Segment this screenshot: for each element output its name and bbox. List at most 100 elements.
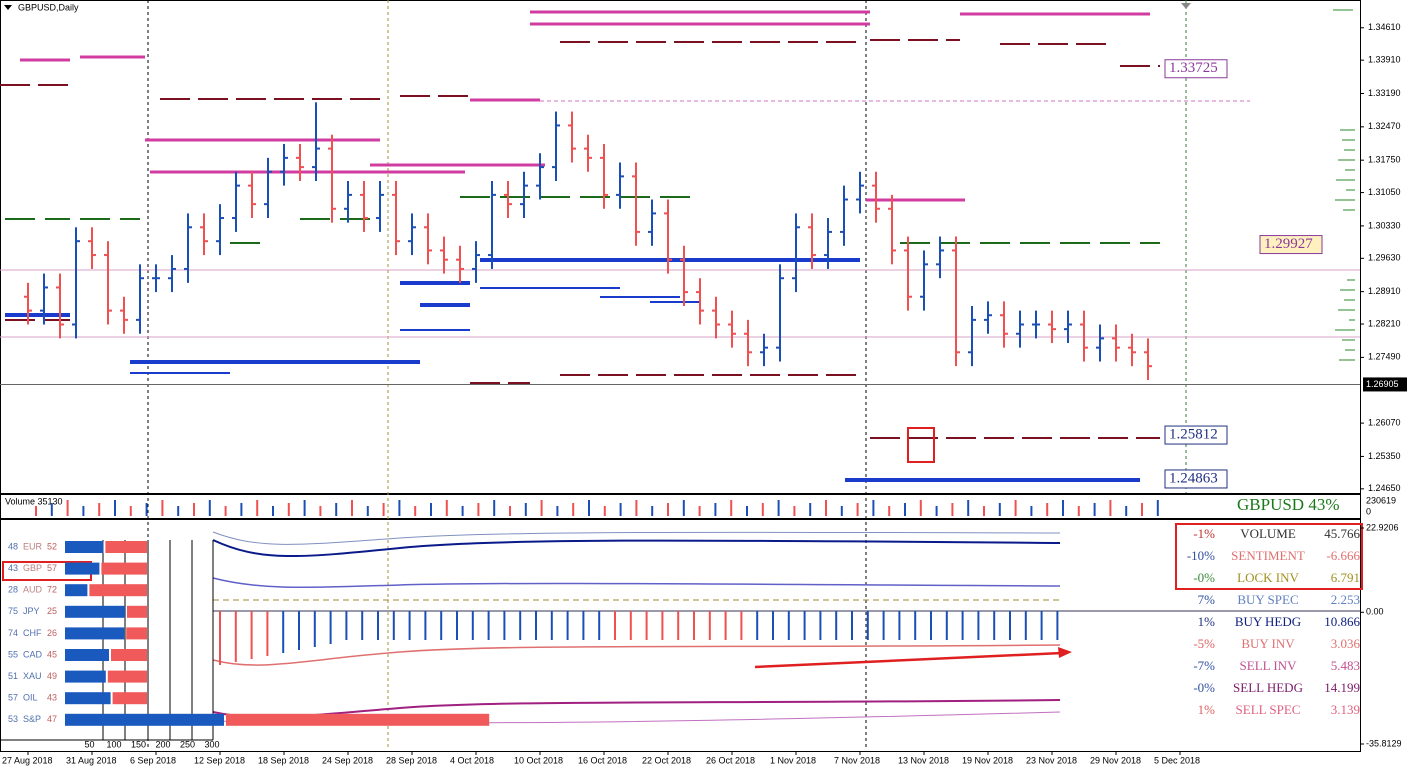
price-tick-label: 1.30330: [1368, 220, 1401, 230]
table-value: 3.139: [1331, 702, 1360, 717]
strength-right: 57: [47, 563, 57, 573]
depth-ticks: [1333, 9, 1355, 361]
table-name: VOLUME: [1240, 526, 1296, 541]
scale-tick-label: 250: [180, 739, 195, 749]
window-title: GBPUSD,Daily: [18, 2, 79, 12]
level-label: 1.25812: [1169, 426, 1218, 442]
table-name: LOCK INV: [1237, 570, 1299, 585]
table-name: BUY INV: [1241, 636, 1295, 651]
date-label: 23 Nov 2018: [1026, 755, 1077, 765]
indicator-tick-label: -35.8129: [1366, 738, 1402, 748]
date-label: 27 Aug 2018: [2, 755, 53, 765]
table-value: 3.036: [1331, 636, 1361, 651]
strength-left: 57: [8, 693, 18, 703]
date-label: 22 Oct 2018: [642, 755, 691, 765]
strength-sell: [89, 584, 147, 597]
volume-histogram: [35, 500, 1159, 516]
strength-name: EUR: [23, 541, 43, 551]
table-value: 45.766: [1324, 526, 1360, 541]
table-percent: -10%: [1187, 548, 1215, 563]
strength-buy: [65, 605, 125, 618]
strength-right: 26: [47, 628, 57, 638]
level-box: [1164, 59, 1228, 79]
strength-sell: [127, 605, 147, 618]
strength-sell: [105, 541, 147, 553]
symbol-strength: GBPUSD 43%: [1237, 495, 1340, 514]
strength-left: 75: [8, 606, 18, 616]
strength-sell: [107, 670, 147, 683]
indicator-tick-label: 22.9206: [1366, 522, 1399, 532]
table-percent: -7%: [1193, 658, 1215, 673]
indicator-frame: [0, 519, 1361, 752]
strength-left: 28: [8, 585, 18, 595]
strength-buy: [65, 627, 125, 640]
main-frame: [0, 0, 1361, 494]
price-tick-label: 1.24650: [1368, 483, 1401, 493]
table-name: SENTIMENT: [1231, 548, 1305, 563]
price-tick-label: 1.31050: [1368, 187, 1401, 197]
level-label: 1.33725: [1169, 60, 1218, 76]
price-tick-label: 1.29630: [1368, 253, 1401, 263]
date-label: 16 Oct 2018: [578, 755, 627, 765]
price-tick-label: 1.26070: [1368, 417, 1401, 427]
strength-buy: [65, 670, 106, 683]
scale-tick-label: 50: [84, 739, 94, 749]
strength-left: 48: [8, 541, 18, 551]
volume-max: 230619: [1366, 495, 1396, 505]
date-label: 5 Dec 2018: [1154, 755, 1200, 765]
strength-left: 53: [8, 714, 18, 724]
price-tick-label: 1.33190: [1368, 88, 1401, 98]
date-label: 31 Aug 2018: [66, 755, 117, 765]
highlight-box: [1175, 523, 1363, 590]
table-value: -6.666: [1326, 548, 1360, 563]
scale-tick-label: 100: [106, 739, 121, 749]
strength-right: 45: [47, 649, 57, 659]
strength-left: 55: [8, 649, 18, 659]
strength-buy: [65, 713, 224, 726]
strength-sell: [111, 649, 147, 661]
strength-left: 51: [8, 671, 18, 681]
price-tick-label: 1.28210: [1368, 318, 1401, 328]
strength-sell: [226, 713, 490, 726]
strength-name: AUD: [23, 585, 43, 595]
volume-min: 0: [1366, 506, 1371, 516]
level-label: 1.24863: [1169, 470, 1218, 486]
price-tick-label: 1.33910: [1368, 55, 1401, 65]
date-label: 19 Nov 2018: [962, 755, 1013, 765]
date-label: 13 Nov 2018: [898, 755, 949, 765]
table-value: 14.199: [1324, 680, 1360, 695]
date-label: 10 Oct 2018: [514, 755, 563, 765]
strength-name: CAD: [23, 649, 43, 659]
strength-left: 74: [8, 628, 18, 638]
strength-buy: [65, 692, 111, 705]
table-percent: 7%: [1198, 592, 1216, 607]
current-price-box: [1363, 377, 1407, 392]
strength-sell: [101, 562, 147, 575]
date-label: 28 Sep 2018: [386, 755, 437, 765]
date-label: 6 Sep 2018: [130, 755, 176, 765]
strength-name: S&P: [23, 714, 41, 724]
price-tick-label: 1.32470: [1368, 121, 1401, 131]
indicator-lines: [212, 531, 1360, 724]
menu-arrow[interactable]: [4, 5, 12, 10]
price-tick-label: 1.27490: [1368, 352, 1401, 362]
date-label: 24 Sep 2018: [322, 755, 373, 765]
date-label: 26 Oct 2018: [706, 755, 755, 765]
price-tick-label: 1.25350: [1368, 451, 1401, 461]
strength-buy: [65, 541, 104, 553]
highlight-box: [907, 427, 935, 463]
strength-right: 49: [47, 671, 57, 681]
scale-tick-label: 300: [204, 739, 219, 749]
price-tick-label: 1.34610: [1368, 22, 1401, 32]
scale-tick-label: 150: [131, 739, 146, 749]
strength-name: OIL: [23, 693, 38, 703]
strength-right: 72: [47, 585, 57, 595]
table-value: 2.253: [1331, 592, 1360, 607]
strength-right: 47: [47, 714, 57, 724]
strength-right: 43: [47, 693, 57, 703]
strength-right: 25: [47, 606, 57, 616]
table-name: SELL INV: [1240, 658, 1298, 673]
current-price-label: 1.26905: [1366, 379, 1399, 389]
